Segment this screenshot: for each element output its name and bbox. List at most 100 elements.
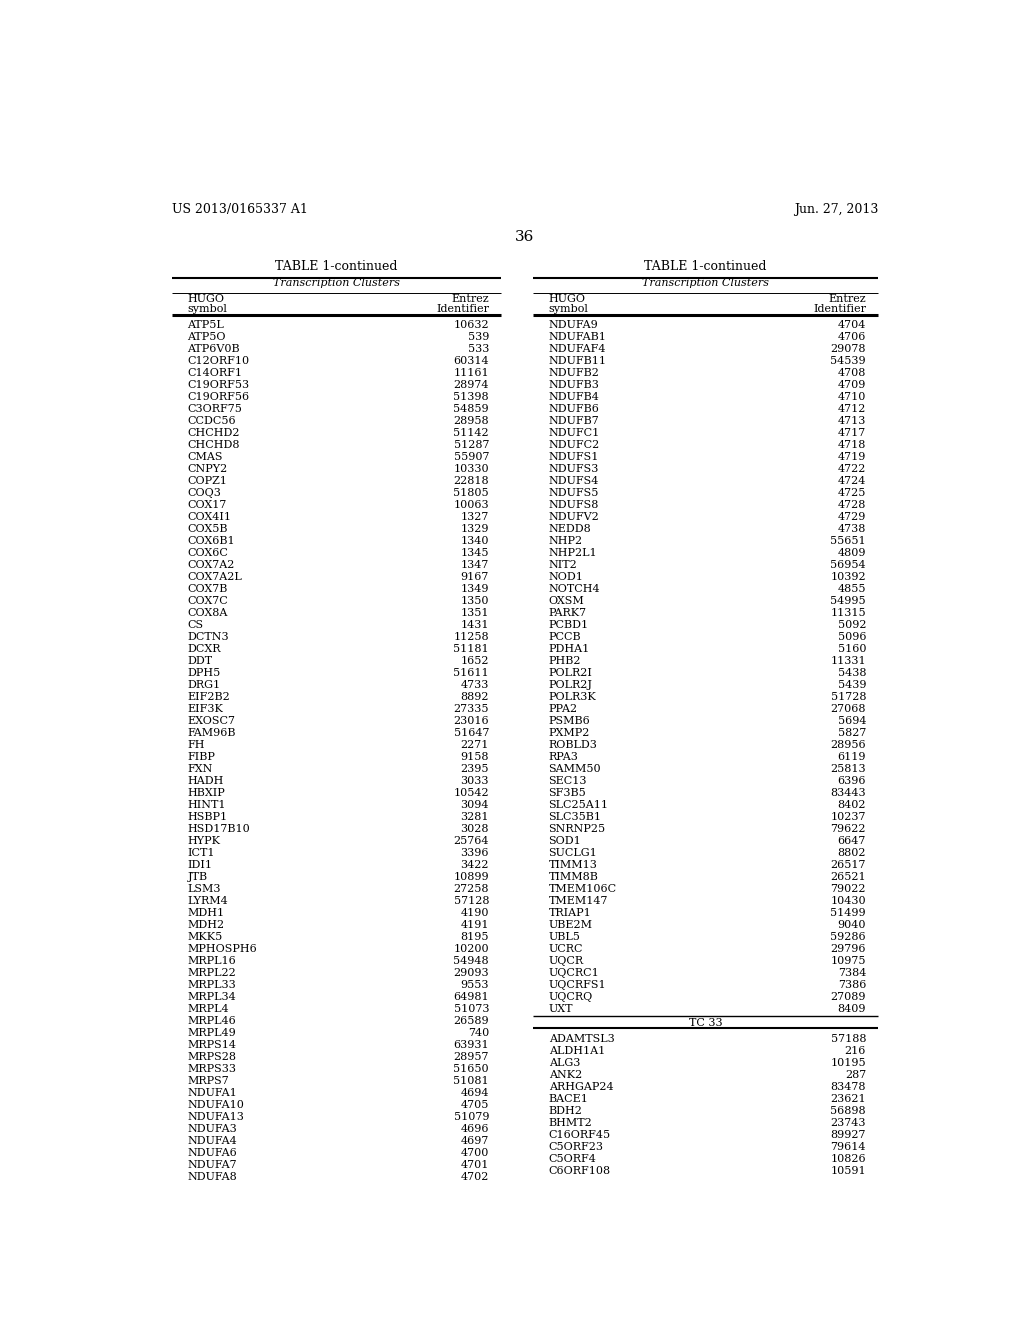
Text: OXSM: OXSM (549, 597, 585, 606)
Text: ICT1: ICT1 (187, 847, 215, 858)
Text: 29796: 29796 (830, 944, 866, 954)
Text: ADAMTSL3: ADAMTSL3 (549, 1034, 614, 1044)
Text: 4713: 4713 (838, 416, 866, 426)
Text: 51079: 51079 (454, 1111, 489, 1122)
Text: NOTCH4: NOTCH4 (549, 585, 600, 594)
Text: 10392: 10392 (830, 572, 866, 582)
Text: 4738: 4738 (838, 524, 866, 535)
Text: NDUFA10: NDUFA10 (187, 1100, 245, 1110)
Text: 740: 740 (468, 1028, 489, 1038)
Text: MRPL49: MRPL49 (187, 1028, 237, 1038)
Text: NDUFB3: NDUFB3 (549, 380, 599, 391)
Text: 25764: 25764 (454, 836, 489, 846)
Text: 4696: 4696 (461, 1123, 489, 1134)
Text: 1345: 1345 (461, 548, 489, 558)
Text: TMEM147: TMEM147 (549, 896, 608, 906)
Text: 10200: 10200 (454, 944, 489, 954)
Text: 10975: 10975 (830, 956, 866, 966)
Text: 4702: 4702 (461, 1172, 489, 1181)
Text: 4704: 4704 (838, 321, 866, 330)
Text: EIF3K: EIF3K (187, 704, 223, 714)
Text: NEDD8: NEDD8 (549, 524, 591, 535)
Text: PPA2: PPA2 (549, 704, 578, 714)
Text: 8802: 8802 (838, 847, 866, 858)
Text: US 2013/0165337 A1: US 2013/0165337 A1 (172, 203, 307, 216)
Text: 10632: 10632 (454, 321, 489, 330)
Text: C6ORF108: C6ORF108 (549, 1166, 610, 1176)
Text: 6396: 6396 (838, 776, 866, 787)
Text: 51181: 51181 (454, 644, 489, 655)
Text: 51728: 51728 (830, 692, 866, 702)
Text: PHB2: PHB2 (549, 656, 581, 667)
Text: NDUFAB1: NDUFAB1 (549, 333, 606, 342)
Text: 29093: 29093 (454, 968, 489, 978)
Text: BACE1: BACE1 (549, 1094, 589, 1104)
Text: Identifier: Identifier (436, 304, 489, 314)
Text: 1347: 1347 (461, 560, 489, 570)
Text: 4191: 4191 (461, 920, 489, 931)
Text: Transcription Clusters: Transcription Clusters (642, 279, 769, 288)
Text: NDUFB6: NDUFB6 (549, 404, 599, 414)
Text: 26521: 26521 (830, 873, 866, 882)
Text: 51499: 51499 (830, 908, 866, 917)
Text: NDUFA3: NDUFA3 (187, 1123, 238, 1134)
Text: 83443: 83443 (830, 788, 866, 799)
Text: MRPL46: MRPL46 (187, 1016, 237, 1026)
Text: 533: 533 (468, 345, 489, 354)
Text: 4729: 4729 (838, 512, 866, 523)
Text: 7384: 7384 (838, 968, 866, 978)
Text: 1652: 1652 (461, 656, 489, 667)
Text: 10899: 10899 (454, 873, 489, 882)
Text: CHCHD8: CHCHD8 (187, 441, 240, 450)
Text: 11315: 11315 (830, 609, 866, 618)
Text: ATP5L: ATP5L (187, 321, 224, 330)
Text: HINT1: HINT1 (187, 800, 226, 810)
Text: HUGO: HUGO (187, 293, 224, 304)
Text: 79622: 79622 (830, 824, 866, 834)
Text: 4725: 4725 (838, 488, 866, 498)
Text: FIBP: FIBP (187, 752, 215, 762)
Text: 5694: 5694 (838, 717, 866, 726)
Text: 10430: 10430 (830, 896, 866, 906)
Text: 83478: 83478 (830, 1082, 866, 1092)
Text: 51611: 51611 (454, 668, 489, 678)
Text: 4733: 4733 (461, 680, 489, 690)
Text: 54539: 54539 (830, 356, 866, 366)
Text: 51647: 51647 (454, 729, 489, 738)
Text: UQCR: UQCR (549, 956, 584, 966)
Text: COQ3: COQ3 (187, 488, 221, 498)
Text: 57128: 57128 (454, 896, 489, 906)
Text: 4717: 4717 (838, 428, 866, 438)
Text: MPHOSPH6: MPHOSPH6 (187, 944, 257, 954)
Text: TIMM8B: TIMM8B (549, 873, 598, 882)
Text: SLC35B1: SLC35B1 (549, 812, 602, 822)
Text: ATP6V0B: ATP6V0B (187, 345, 241, 354)
Text: 2271: 2271 (461, 741, 489, 750)
Text: ALDH1A1: ALDH1A1 (549, 1045, 605, 1056)
Text: 51650: 51650 (454, 1064, 489, 1074)
Text: 4708: 4708 (838, 368, 866, 379)
Text: 4718: 4718 (838, 441, 866, 450)
Text: NDUFS8: NDUFS8 (549, 500, 599, 511)
Text: 6647: 6647 (838, 836, 866, 846)
Text: 4697: 4697 (461, 1137, 489, 1146)
Text: NDUFB11: NDUFB11 (549, 356, 606, 366)
Text: 4706: 4706 (838, 333, 866, 342)
Text: 3422: 3422 (461, 861, 489, 870)
Text: Jun. 27, 2013: Jun. 27, 2013 (794, 203, 878, 216)
Text: 26589: 26589 (454, 1016, 489, 1026)
Text: MRPL22: MRPL22 (187, 968, 237, 978)
Text: C12ORF10: C12ORF10 (187, 356, 250, 366)
Text: CS: CS (187, 620, 204, 630)
Text: 9167: 9167 (461, 572, 489, 582)
Text: FAM96B: FAM96B (187, 729, 236, 738)
Text: UQCRC1: UQCRC1 (549, 968, 599, 978)
Text: 4712: 4712 (838, 404, 866, 414)
Text: 63931: 63931 (454, 1040, 489, 1049)
Text: 8892: 8892 (461, 692, 489, 702)
Text: 9040: 9040 (838, 920, 866, 931)
Text: 56954: 56954 (830, 560, 866, 570)
Text: 9553: 9553 (461, 979, 489, 990)
Text: TMEM106C: TMEM106C (549, 884, 616, 894)
Text: DDT: DDT (187, 656, 213, 667)
